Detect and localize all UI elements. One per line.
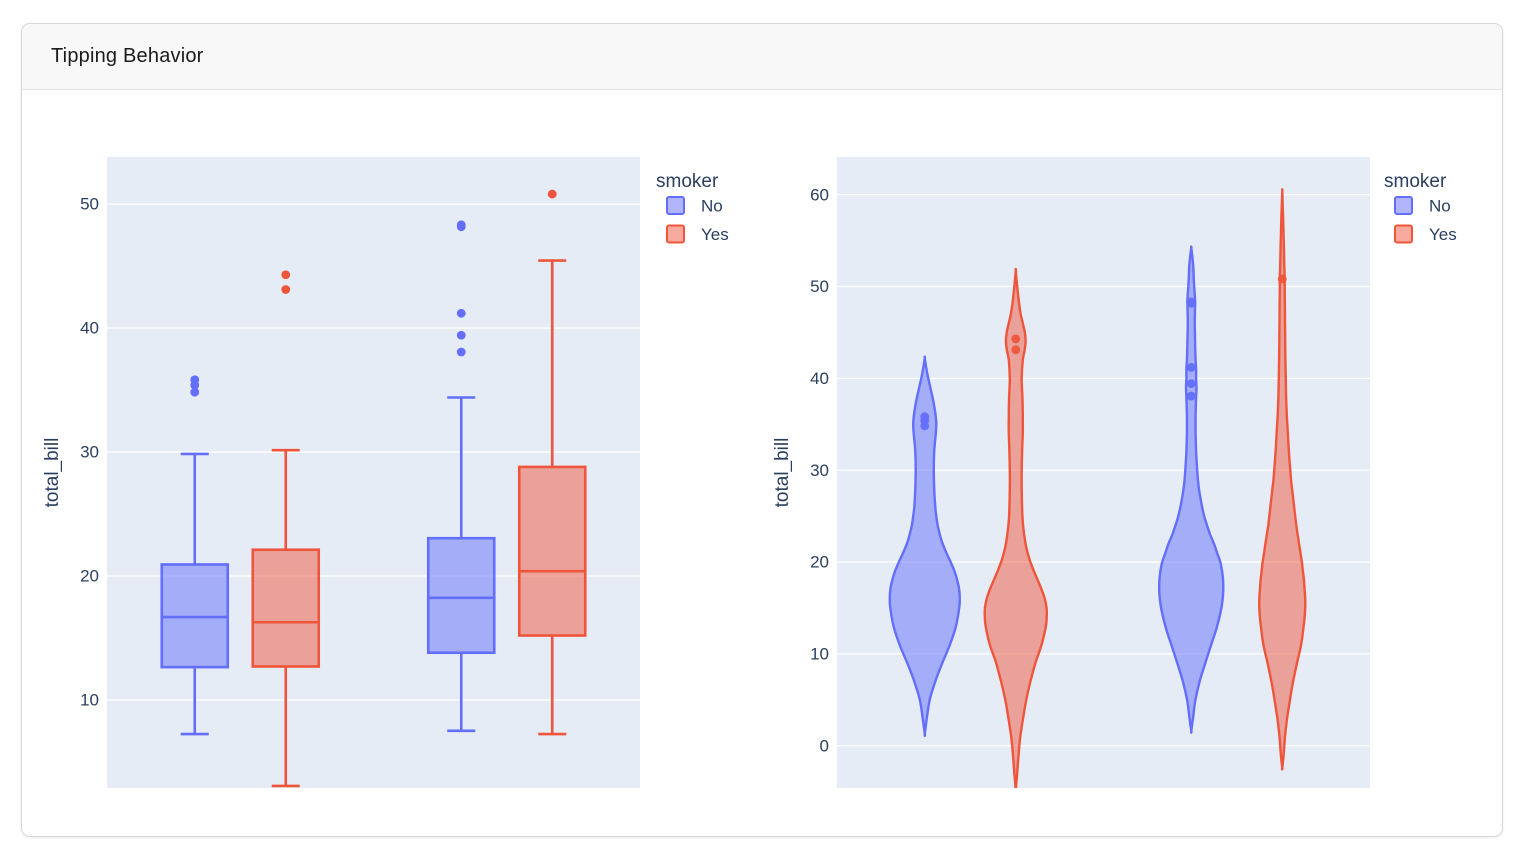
legend-item-yes[interactable]: Yes [1394,224,1457,244]
y-tick-label: 0 [820,736,829,755]
legend-label: Yes [701,225,729,244]
outlier-point [456,308,466,318]
y-tick-label: 30 [80,443,99,462]
violin-point [1186,379,1196,389]
violin-point [1186,391,1196,401]
legend-label: No [1429,197,1451,216]
card-header: Tipping Behavior [22,24,1502,90]
legend-swatch-no-icon [1394,196,1413,215]
legend-item-yes[interactable]: Yes [666,224,729,244]
outlier-point [456,220,466,230]
box [251,548,321,668]
box-yes-group1[interactable] [251,270,321,788]
y-tick-label: 60 [810,185,829,204]
y-tick-label: 10 [810,645,829,664]
outlier-point [190,387,200,397]
legend-item-no[interactable]: No [666,196,723,216]
outlier-point [190,375,200,385]
outlier-point [281,285,291,294]
y-tick-label: 40 [810,369,829,388]
y-axis-title: total_bill [42,438,63,508]
outlier-point [456,330,466,340]
legend-label: No [701,197,723,216]
card-title: Tipping Behavior [51,45,204,67]
violin-yes-group2[interactable] [1258,188,1307,771]
box-plot-figure[interactable]: 10 20 30 40 50 total_bill smoker No Yes [22,90,762,836]
box [517,465,587,637]
box-no-group2[interactable] [426,220,496,733]
violin-point [1186,363,1196,372]
y-tick-label: 30 [810,461,829,480]
y-axis-title: total_bill [772,438,793,508]
violin-point [920,412,930,422]
legend-swatch-yes-icon [1394,224,1413,244]
legend-label: Yes [1429,225,1457,244]
outlier-point [281,270,291,280]
legend-swatch-yes-icon [666,224,685,244]
violin-shape [983,267,1048,788]
violin-plot-figure[interactable]: 0 10 20 30 40 50 60 total_bill smoker No Yes [762,90,1502,836]
violin-shape [888,355,962,737]
outlier-point [547,189,557,199]
violin-yes-group1[interactable] [983,267,1048,792]
violin-shape [1158,245,1225,734]
y-tick-label: 50 [80,195,99,214]
legend-swatch-no-icon [666,196,685,215]
y-tick-label: 20 [80,567,99,586]
outlier-point [456,347,466,357]
box [426,536,496,655]
violin-no-group2[interactable] [1158,245,1225,734]
violin-point [1186,297,1196,307]
y-tick-label: 10 [80,691,99,710]
y-tick-label: 40 [80,319,99,338]
box-no-group1[interactable] [160,375,230,736]
y-tick-label: 50 [810,277,829,296]
violin-point [1011,345,1021,355]
violin-point [1277,274,1287,284]
legend-title: smoker [656,171,719,192]
legend-item-no[interactable]: No [1394,196,1451,216]
chart-card: Tipping Behavior 10 20 30 40 50 total_bill smo… [21,23,1503,837]
legend: smoker No Yes [656,171,729,244]
legend: smoker No Yes [1384,171,1457,244]
y-tick-label: 20 [810,553,829,572]
violin-shape [1258,188,1307,771]
card-body: 10 20 30 40 50 total_bill smoker No Yes 0 10 20 30 4… [22,90,1502,836]
box-yes-group2[interactable] [517,189,587,736]
violin-point [1011,334,1021,344]
legend-title: smoker [1384,171,1447,192]
violin-no-group1[interactable] [888,355,962,737]
